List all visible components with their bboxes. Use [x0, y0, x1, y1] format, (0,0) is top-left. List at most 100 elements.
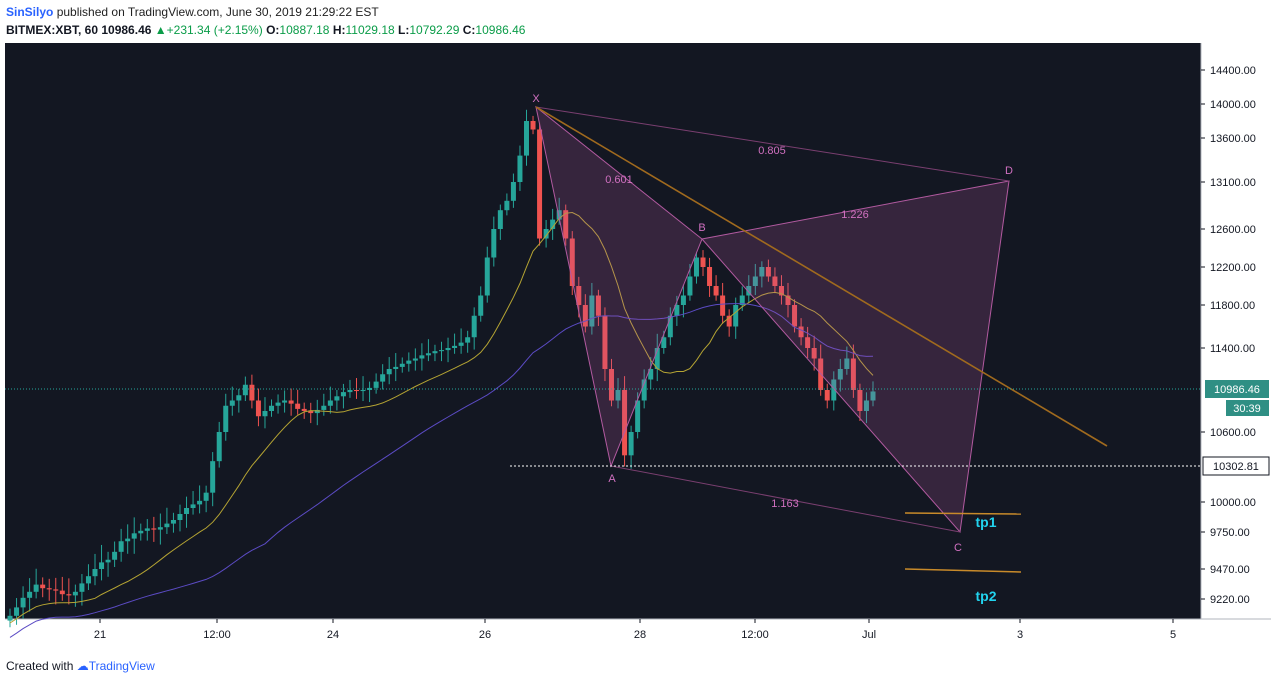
low-value: 10792.29: [409, 23, 460, 37]
time-tick-label: 24: [327, 629, 339, 641]
candle-body: [530, 121, 536, 130]
time-tick-label: 28: [634, 629, 646, 641]
candle-body: [478, 295, 484, 316]
price-tick-label: 12600.00: [1210, 224, 1256, 236]
candle-body: [517, 155, 523, 182]
candle-body: [746, 286, 752, 296]
ratio-xa-ab: 0.601: [605, 174, 633, 186]
candle-body: [733, 305, 739, 327]
candle-body: [439, 350, 444, 352]
price-tick-label: 10000.00: [1210, 497, 1256, 509]
candle-body: [177, 514, 183, 520]
candle-body: [393, 366, 399, 369]
candle-body: [772, 276, 778, 286]
price-axis-panel[interactable]: [1201, 43, 1271, 619]
price-tick-label: 13600.00: [1210, 133, 1256, 145]
time-tick-label: 26: [479, 629, 491, 641]
countdown-text: 30:39: [1233, 403, 1261, 415]
open-value: 10887.18: [279, 23, 330, 37]
tp2-line[interactable]: [904, 568, 1022, 573]
moving-average-slow: [9, 303, 874, 638]
candle-body: [720, 295, 726, 316]
candle-body: [367, 387, 373, 390]
candle-body: [386, 369, 392, 375]
candle-body: [576, 286, 582, 305]
candle-body: [687, 276, 693, 296]
time-tick-label: Jul: [862, 629, 876, 641]
tp1-line[interactable]: [904, 512, 1022, 515]
candle-body: [223, 405, 229, 432]
candle-body: [72, 591, 78, 596]
candle-body: [99, 562, 105, 569]
candle-body: [327, 400, 333, 406]
candle-body: [373, 381, 379, 388]
price-tick-label: 11400.00: [1210, 343, 1255, 355]
harmonic-xd-line: [535, 106, 1010, 182]
candle-body: [210, 461, 216, 493]
ratio-ac: 1.163: [771, 498, 799, 510]
high-value: 11029.18: [345, 23, 395, 37]
ratio-xd: 0.805: [758, 145, 786, 157]
candle-body: [641, 379, 647, 401]
candle-body: [857, 390, 863, 411]
candle-body: [778, 286, 784, 296]
chart-area[interactable]: X A B C D 0.601 0.805 1.226 1.163 tp1 tp…: [5, 43, 1271, 647]
price-tick-label: 9470.00: [1210, 564, 1250, 576]
candle-body: [628, 432, 634, 456]
time-axis-panel[interactable]: [5, 619, 1271, 647]
candle-body: [608, 369, 614, 401]
candle-body: [249, 384, 255, 401]
candle-body: [112, 551, 118, 560]
candle-body: [46, 588, 52, 590]
candle-body: [125, 538, 131, 542]
harmonic-triangle-bcd: [701, 180, 1010, 534]
candle-body: [667, 315, 673, 338]
ohlc-line: BITMEX:XBT, 60 10986.46 ▲+231.34 (+2.15%…: [6, 21, 1266, 39]
candle-body: [105, 559, 111, 563]
candle-body: [53, 589, 59, 591]
candle-body: [301, 408, 307, 411]
candle-body: [471, 315, 477, 338]
published-text: published on TradingView.com, June 30, 2…: [56, 5, 379, 19]
time-axis-ticks: 21 12:00 24 26 28 12:00 Jul 3 5: [94, 619, 1176, 641]
candle-body: [203, 492, 209, 501]
harmonic-ac-line: [610, 465, 961, 533]
candle-body: [184, 508, 190, 514]
price-tick-label: 14000.00: [1210, 99, 1256, 111]
candle-body: [92, 569, 98, 577]
price-chart[interactable]: X A B C D 0.601 0.805 1.226 1.163 tp1 tp…: [5, 43, 1271, 647]
candle-body: [79, 583, 85, 592]
tradingview-link[interactable]: TradingView: [88, 659, 155, 673]
candle-body: [59, 590, 65, 595]
close-label: C:: [462, 23, 476, 37]
candle-body: [425, 353, 431, 356]
candle-body: [288, 400, 294, 404]
candle-body: [347, 390, 353, 393]
author-link[interactable]: SinSilyo: [6, 5, 54, 19]
price-tick-label: 13100.00: [1210, 177, 1256, 189]
candle-body: [40, 584, 46, 589]
candle-body: [164, 523, 170, 528]
countdown-badge: [1226, 400, 1269, 416]
candle-body: [216, 432, 222, 462]
candle-body: [229, 400, 235, 406]
price-axis-ticks: 14400.00 14000.00 13600.00 13100.00 12600.00…: [1201, 65, 1256, 606]
candle-body: [759, 267, 765, 277]
candle-body: [399, 363, 405, 367]
downtrend-line[interactable]: [535, 106, 1108, 447]
candle-body: [295, 403, 301, 409]
candle-body: [863, 400, 869, 411]
candle-body: [255, 400, 261, 417]
candle-body: [465, 337, 471, 343]
point-d-label: D: [1005, 165, 1013, 177]
candle-body: [831, 379, 837, 401]
candle-body: [321, 405, 327, 410]
candle-body: [510, 182, 516, 201]
candle-body: [824, 390, 830, 401]
candle-body: [752, 276, 758, 286]
candle-body: [27, 591, 33, 598]
candle-body: [654, 348, 660, 369]
candle-body: [595, 295, 601, 316]
time-tick-label: 12:00: [741, 629, 769, 641]
level-text: 10302.81: [1213, 461, 1259, 473]
